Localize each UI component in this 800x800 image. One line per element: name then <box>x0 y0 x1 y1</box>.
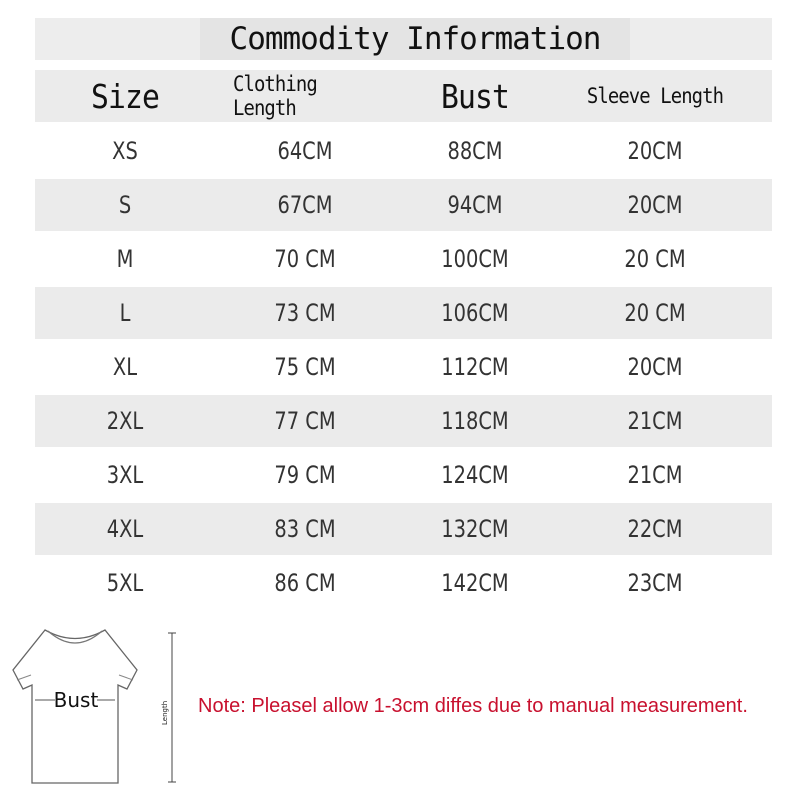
clothing-length-cell: 77 CM <box>274 407 336 435</box>
bust-cell: 142CM <box>441 569 509 597</box>
measurement-note: Note: Pleasel allow 1-3cm diffes due to … <box>198 695 748 717</box>
size-cell: L <box>119 299 131 327</box>
tshirt-diagram: Bust Length <box>12 629 176 784</box>
size-cell: 5XL <box>106 569 144 597</box>
sleeve-length-cell: 20CM <box>627 191 683 219</box>
table-header: Size Clothing Length Bust Sleeve Length <box>35 70 772 122</box>
clothing-length-cell: 64CM <box>277 137 333 165</box>
table-row: 4XL 83 CM 132CM 22CM <box>35 503 772 555</box>
table-row: L 73 CM 106CM 20 CM <box>35 287 772 339</box>
bust-cell: 100CM <box>441 245 509 273</box>
table-row: XL 75 CM 112CM 20CM <box>35 341 772 393</box>
bust-cell: 94CM <box>447 191 503 219</box>
size-cell: 2XL <box>106 407 144 435</box>
clothing-length-cell: 70 CM <box>274 245 336 273</box>
bust-cell: 106CM <box>441 299 509 327</box>
header-clothing-length: Clothing Length <box>233 72 318 120</box>
header-sleeve-length: Sleeve Length <box>586 84 724 108</box>
size-cell: 3XL <box>106 461 144 489</box>
sleeve-length-cell: 21CM <box>627 407 683 435</box>
size-cell: 4XL <box>106 515 144 543</box>
table-row: 2XL 77 CM 118CM 21CM <box>35 395 772 447</box>
bust-cell: 88CM <box>447 137 503 165</box>
sleeve-length-cell: 20CM <box>627 137 683 165</box>
bust-cell: 132CM <box>441 515 509 543</box>
bust-label: Bust <box>54 688 99 712</box>
clothing-length-cell: 67CM <box>277 191 333 219</box>
header-size: Size <box>91 76 160 116</box>
table-row: XS 64CM 88CM 20CM <box>35 125 772 177</box>
bust-cell: 112CM <box>441 353 509 381</box>
sleeve-length-cell: 20CM <box>627 353 683 381</box>
size-cell: XL <box>112 353 138 381</box>
size-cell: S <box>118 191 132 219</box>
header-bust: Bust <box>441 76 510 116</box>
sleeve-length-cell: 20 CM <box>624 245 686 273</box>
table-row: S 67CM 94CM 20CM <box>35 179 772 231</box>
clothing-length-cell: 83 CM <box>274 515 336 543</box>
sleeve-length-cell: 20 CM <box>624 299 686 327</box>
clothing-length-cell: 79 CM <box>274 461 336 489</box>
sleeve-length-cell: 22CM <box>627 515 683 543</box>
table-row: 5XL 86 CM 142CM 23CM <box>35 557 772 609</box>
table-row: 3XL 79 CM 124CM 21CM <box>35 449 772 501</box>
sleeve-length-cell: 23CM <box>627 569 683 597</box>
clothing-length-cell: 73 CM <box>274 299 336 327</box>
sleeve-length-cell: 21CM <box>627 461 683 489</box>
bust-cell: 118CM <box>441 407 509 435</box>
bust-cell: 124CM <box>441 461 509 489</box>
clothing-length-cell: 75 CM <box>274 353 336 381</box>
page-title: Commodity Information <box>200 18 630 60</box>
size-cell: M <box>116 245 134 273</box>
table-row: M 70 CM 100CM 20 CM <box>35 233 772 285</box>
clothing-length-cell: 86 CM <box>274 569 336 597</box>
size-cell: XS <box>112 137 138 165</box>
length-label: Length <box>161 701 169 725</box>
